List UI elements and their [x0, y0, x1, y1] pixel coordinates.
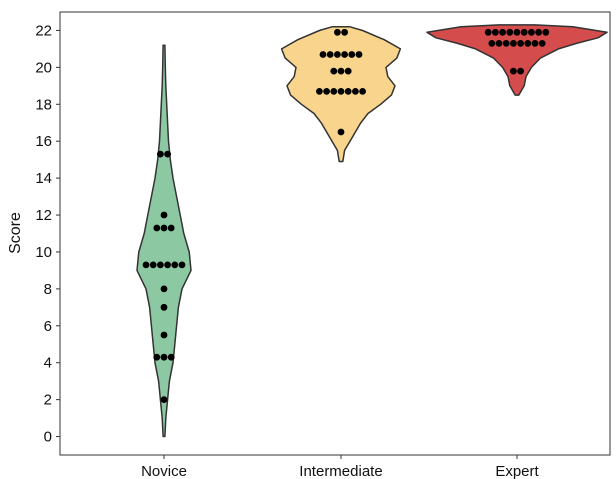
data-point	[520, 28, 528, 36]
data-point	[178, 261, 186, 269]
data-point	[344, 88, 352, 95]
data-point	[344, 67, 352, 75]
x-axis: Novice Intermediate Expert	[141, 455, 540, 479]
data-point	[502, 40, 510, 47]
y-tick-label: 2	[44, 392, 52, 409]
y-tick-label: 4	[44, 355, 52, 372]
data-point	[492, 28, 499, 36]
x-tick-label-intermediate: Intermediate	[299, 463, 382, 479]
data-point	[510, 67, 517, 75]
data-point	[160, 303, 168, 311]
data-point	[157, 261, 164, 269]
data-point	[160, 331, 168, 339]
data-point	[160, 353, 168, 361]
data-point	[334, 28, 341, 36]
data-point	[167, 353, 175, 361]
data-point	[334, 51, 341, 58]
data-point	[330, 88, 338, 95]
y-axis-title: Score	[7, 212, 24, 254]
data-point	[160, 224, 168, 232]
data-point	[319, 51, 327, 58]
y-tick-label: 22	[35, 22, 52, 39]
data-point	[164, 150, 172, 158]
y-tick-label: 10	[35, 244, 52, 261]
data-point	[352, 88, 359, 95]
y-tick-label: 12	[35, 207, 52, 224]
data-point	[316, 88, 323, 95]
y-tick-label: 18	[35, 96, 52, 113]
data-point	[542, 28, 550, 36]
data-point	[499, 28, 506, 36]
x-tick-label-expert: Expert	[495, 463, 539, 479]
data-point	[160, 285, 168, 293]
data-point	[153, 353, 161, 361]
data-point	[326, 51, 334, 58]
data-point	[337, 128, 345, 136]
data-point	[171, 261, 179, 269]
data-point	[531, 40, 539, 47]
data-point	[337, 88, 345, 95]
data-point	[538, 40, 546, 47]
data-point	[153, 224, 161, 232]
data-point	[157, 150, 164, 158]
data-point	[510, 40, 517, 47]
y-tick-label: 14	[35, 170, 52, 187]
data-point	[330, 67, 338, 75]
data-point	[348, 51, 356, 58]
data-point	[323, 88, 330, 95]
data-point	[167, 224, 175, 232]
data-point	[164, 261, 172, 269]
data-point	[149, 261, 157, 269]
y-tick-label: 0	[44, 429, 52, 446]
data-point	[160, 396, 168, 403]
y-tick-label: 20	[35, 59, 52, 76]
data-point	[513, 28, 521, 36]
violin-expert	[426, 24, 608, 96]
data-point	[517, 67, 524, 75]
data-point	[160, 211, 168, 219]
y-tick-label: 16	[35, 133, 52, 150]
y-tick-label: 6	[44, 318, 52, 335]
violin-novice	[136, 44, 192, 438]
data-point	[355, 51, 363, 58]
data-point	[337, 67, 345, 75]
data-point	[341, 51, 348, 58]
data-point	[528, 28, 535, 36]
data-point	[506, 28, 514, 36]
data-point	[517, 40, 524, 47]
y-tick-label: 8	[44, 281, 52, 298]
y-axis: 0 2 4 6 8 10 12 14 16 18 20 22	[35, 22, 60, 446]
data-point	[495, 40, 503, 47]
data-point	[484, 28, 492, 36]
data-point	[341, 28, 348, 36]
x-tick-label-novice: Novice	[141, 463, 187, 479]
data-point	[488, 40, 496, 47]
data-point	[524, 40, 532, 47]
data-point	[359, 88, 366, 95]
data-point	[142, 261, 150, 269]
data-point	[535, 28, 542, 36]
data-points	[142, 28, 550, 403]
